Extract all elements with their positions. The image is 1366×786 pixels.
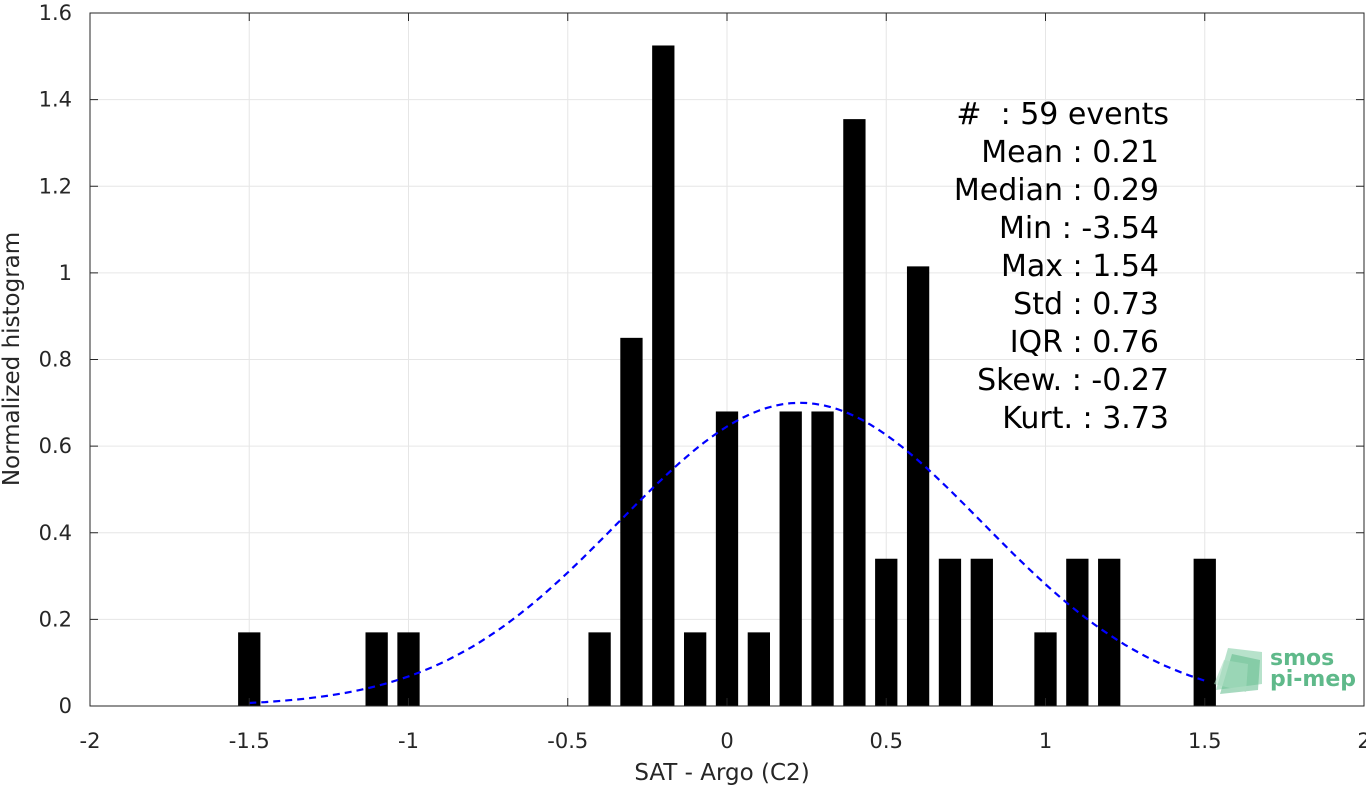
histogram-bar (875, 558, 898, 706)
axis-ticks: -2 -1.5 -1 -0.5 0 0.5 1 1.5 2 0 0.2 0.4 0.6 0.8 1 1.2 1.… (39, 1, 1366, 753)
y-tick-label: 1 (59, 261, 72, 285)
y-tick-label: 0.8 (39, 348, 72, 372)
x-tick-label: 1.5 (1188, 729, 1221, 753)
histogram-bar (397, 632, 420, 706)
histogram-bar (970, 558, 993, 706)
stats-line: IQR : 0.76 (1010, 325, 1159, 360)
logo-line-2: pi-mep (1270, 667, 1356, 692)
stats-line: Max : 1.54 (1001, 249, 1159, 284)
histogram-bar (747, 632, 770, 706)
x-tick-label: -1 (398, 729, 419, 753)
histogram-bar (906, 266, 930, 706)
histogram-bar (843, 119, 866, 707)
y-tick-label: 0.6 (39, 434, 72, 458)
stats-line: Kurt. : 3.73 (1002, 401, 1169, 436)
logo-line-1: smos (1270, 646, 1334, 671)
x-tick-label: 0 (720, 729, 733, 753)
logo-waves-icon (1214, 648, 1262, 694)
stats-line: Skew. : -0.27 (977, 363, 1169, 398)
normal-fit-curve (249, 401, 1206, 705)
x-axis-label: SAT - Argo (C2) (634, 760, 809, 786)
stats-line: # : 59 events (956, 97, 1169, 132)
histogram-bar (238, 632, 261, 706)
x-tick-label: 1 (1039, 729, 1052, 753)
stats-line: Mean : 0.21 (981, 135, 1159, 170)
y-tick-label: 1.2 (39, 174, 72, 198)
y-tick-label: 0.4 (39, 521, 72, 545)
y-tick-label: 0.2 (39, 607, 72, 631)
y-axis-label: Normalized histogram (0, 232, 25, 486)
stats-line: Min : -3.54 (999, 211, 1159, 246)
histogram-bar (779, 411, 802, 706)
histogram-bar (684, 632, 707, 706)
histogram-bar (715, 411, 739, 706)
x-tick-label: 0.5 (870, 729, 903, 753)
histogram-bars (238, 45, 1216, 707)
x-tick-label: 2 (1357, 729, 1366, 753)
histogram-bar (365, 632, 388, 706)
histogram-bar (1193, 558, 1216, 706)
y-tick-label: 1.6 (39, 1, 72, 25)
histogram-bar (938, 558, 962, 706)
x-tick-label: -0.5 (547, 729, 588, 753)
y-tick-label: 1.4 (39, 88, 72, 112)
smos-pi-mep-logo: smos pi-mep (1214, 646, 1356, 694)
histogram-bar (652, 45, 675, 706)
histogram-bar (1066, 558, 1089, 706)
histogram-bar (620, 337, 643, 706)
x-tick-label: -1.5 (229, 729, 270, 753)
histogram-bar (1034, 632, 1057, 706)
stats-line: Median : 0.29 (954, 173, 1159, 208)
y-tick-label: 0 (59, 694, 72, 718)
histogram-bar (588, 632, 611, 706)
histogram-bar (1098, 558, 1121, 706)
histogram-bar (811, 411, 834, 706)
stats-line: Std : 0.73 (1013, 287, 1159, 322)
x-tick-label: -2 (80, 729, 101, 753)
